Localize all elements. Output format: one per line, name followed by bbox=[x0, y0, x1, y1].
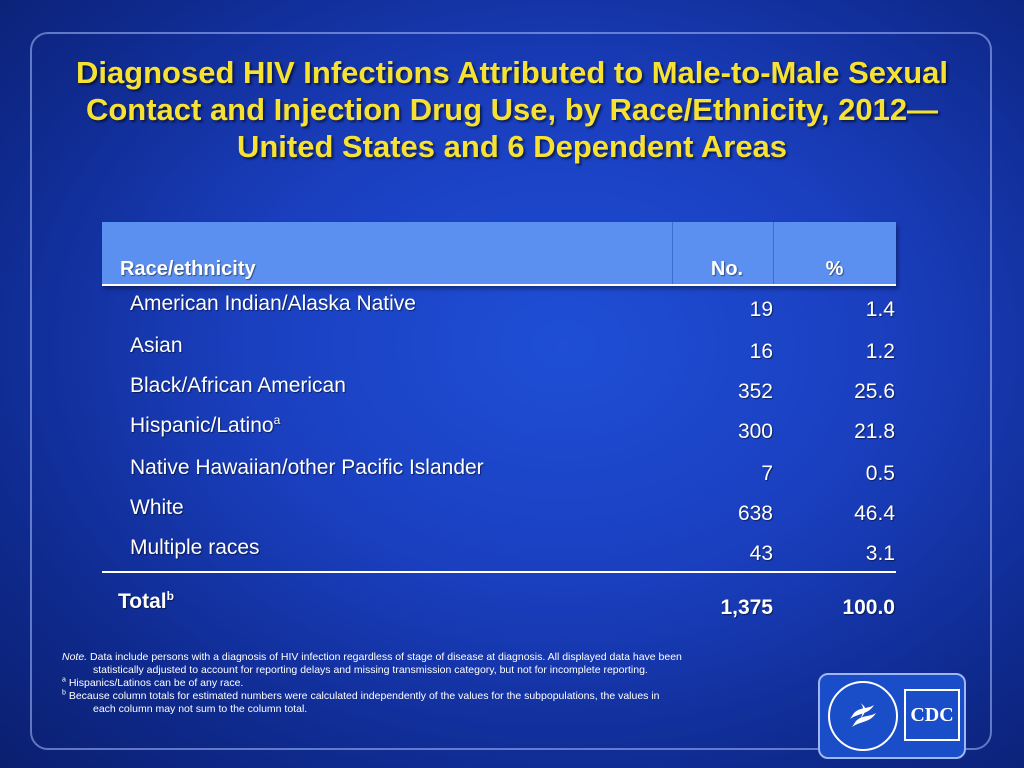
title-line-1: Diagnosed HIV Infections Attributed to M… bbox=[75, 55, 949, 90]
total-percent: 100.0 bbox=[842, 596, 895, 619]
row-race-label: White bbox=[130, 496, 184, 519]
table-row: Hispanic/Latinoa 300 21.8 bbox=[102, 414, 896, 454]
footnote-a: a Hispanics/Latinos can be of any race. bbox=[62, 676, 244, 690]
slide-title: Diagnosed HIV Infections Attributed to M… bbox=[30, 54, 994, 165]
header-percent: % bbox=[825, 258, 844, 280]
total-divider bbox=[102, 571, 896, 573]
row-percent: 0.5 bbox=[865, 462, 895, 485]
row-number: 19 bbox=[749, 298, 773, 321]
total-row: Totalb 1,375 100.0 bbox=[102, 590, 896, 630]
cdc-wordmark: CDC bbox=[904, 689, 960, 741]
title-line-3: United States and 6 Dependent Areas bbox=[236, 129, 788, 164]
cdc-logo: CDC bbox=[818, 673, 966, 759]
row-race-label: Native Hawaiian/other Pacific Islander bbox=[130, 456, 484, 479]
note-paragraph: Note. Data include persons with a diagno… bbox=[62, 651, 682, 663]
table-row: Black/African American 352 25.6 bbox=[102, 374, 896, 414]
table-row: American Indian/Alaska Native 19 1.4 bbox=[102, 292, 896, 332]
row-number: 16 bbox=[749, 340, 773, 363]
title-line-2: Contact and Injection Drug Use, by Race/… bbox=[85, 92, 939, 127]
table-row: Native Hawaiian/other Pacific Islander 7… bbox=[102, 456, 896, 496]
total-number: 1,375 bbox=[720, 596, 773, 619]
slide-frame bbox=[30, 32, 992, 750]
row-number: 7 bbox=[761, 462, 773, 485]
header-race-ethnicity: Race/ethnicity bbox=[120, 258, 256, 280]
total-label: Totalb bbox=[118, 589, 174, 613]
table-header: Race/ethnicity No. % bbox=[102, 222, 896, 286]
row-number: 638 bbox=[737, 502, 773, 525]
header-divider bbox=[773, 222, 774, 284]
row-percent: 46.4 bbox=[854, 502, 895, 525]
table-row: Multiple races 43 3.1 bbox=[102, 536, 896, 576]
row-race-label: Multiple races bbox=[130, 536, 260, 559]
row-percent: 25.6 bbox=[854, 380, 895, 403]
row-race-label: Asian bbox=[130, 334, 183, 357]
row-percent: 1.4 bbox=[865, 298, 895, 321]
row-percent: 21.8 bbox=[854, 420, 895, 443]
row-number: 300 bbox=[737, 420, 773, 443]
table-row: Asian 16 1.2 bbox=[102, 334, 896, 374]
row-percent: 3.1 bbox=[865, 542, 895, 565]
row-race-label: American Indian/Alaska Native bbox=[130, 292, 416, 315]
row-number: 352 bbox=[737, 380, 773, 403]
header-number: No. bbox=[710, 258, 744, 280]
row-race-label: Black/African American bbox=[130, 374, 346, 397]
header-divider bbox=[672, 222, 673, 284]
footnote-b: b Because column totals for estimated nu… bbox=[62, 689, 660, 703]
row-number: 43 bbox=[749, 542, 773, 565]
row-percent: 1.2 bbox=[865, 340, 895, 363]
footnotes: Note. Data include persons with a diagno… bbox=[62, 651, 802, 716]
note-paragraph-continued: statistically adjusted to account for re… bbox=[93, 664, 648, 676]
hhs-seal-icon bbox=[828, 681, 898, 751]
row-race-label: Hispanic/Latinoa bbox=[130, 413, 281, 437]
footnote-b-continued: each column may not sum to the column to… bbox=[93, 703, 308, 715]
table-row: White 638 46.4 bbox=[102, 496, 896, 536]
